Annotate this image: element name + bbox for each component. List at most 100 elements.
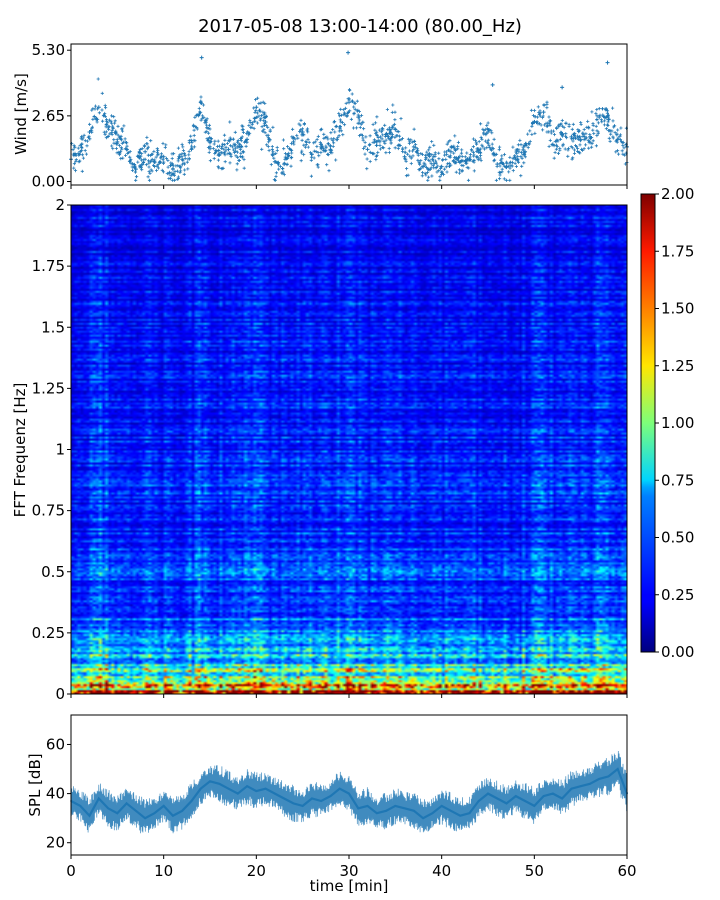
spectrogram-y-ticks: 0 0.25 0.5 0.75 1 1.25 1.5 1.75 2 [32,196,71,703]
colorbar-tick-label: 0.00 [661,643,694,661]
colorbar: 0.00 0.25 0.50 0.75 1.00 1.25 1.50 1.75 2.00 [640,185,694,661]
x-tick-label: 50 [525,862,544,880]
spl-data-point [218,782,221,785]
spl-noise-trace [70,750,628,834]
spl-data-point [162,805,165,807]
colorbar-tick-label: 1.00 [661,414,694,432]
spl-data-point [413,809,415,812]
x-tick-label: 0 [66,862,76,880]
spl-data-point [88,814,91,817]
spl-data-point [422,817,424,819]
colorbar-ticks: 0.00 0.25 0.50 0.75 1.00 1.25 1.50 1.75 2.00 [655,185,694,661]
spectrogram-y-tick-label: 0.5 [41,563,65,581]
spl-data-point [107,807,109,810]
spl-data-point [477,800,480,802]
spectrogram-x-ticks [70,694,628,698]
spectrogram-y-tick-label: 1.75 [32,257,65,275]
spl-data-point [311,797,313,800]
spl-data-point [607,775,610,778]
x-tick-label: 10 [154,862,173,880]
spl-data-point [153,812,156,815]
spl-data-point [403,807,406,810]
spl-data-point [468,812,471,815]
wind-y-axis-label: Wind [m/s] [12,73,30,155]
wind-data-point [291,139,296,144]
spl-data-point [135,809,137,812]
spectrogram-y-tick-label: 0.25 [32,624,65,642]
spl-data-point [440,805,443,807]
spl-data-point [237,792,239,795]
spl-data-point [274,792,276,795]
spectrogram-y-axis-label: FFT Frequenz [Hz] [11,383,29,518]
spl-data-point [227,787,230,790]
spl-data-point [79,805,82,807]
wind-y-tick-label: 2.65 [32,107,65,125]
spl-data-point [450,809,452,812]
spl-data-point [487,792,489,795]
spl-data-point [579,785,582,788]
wind-peak-point [605,60,610,65]
colorbar-tick-label: 0.75 [661,471,694,489]
spl-x-ticks: 0 10 20 30 40 50 60 [66,855,637,880]
colorbar-tick-label: 1.75 [661,242,694,260]
spl-data-point [125,802,128,805]
spectrogram-y-tick-label: 0 [55,685,65,703]
wind-data-point [254,105,259,110]
wind-data-point [486,129,490,134]
spl-data-point [190,800,193,802]
wind-data-point [263,120,268,125]
spl-data-point [376,812,378,815]
wind-peak-point [199,55,204,60]
spl-data-point [515,795,517,797]
colorbar-tick-label: 0.50 [661,529,694,547]
wind-data-point [226,147,231,152]
spl-y-tick-label: 40 [46,785,65,803]
spl-data-point [181,809,183,812]
spl-data-point [246,785,248,788]
spl-data-point [348,792,350,795]
wind-data-point [523,149,528,154]
wind-data-point [541,110,546,115]
colorbar-gradient [640,193,656,653]
x-tick-label: 20 [247,862,266,880]
spl-data-point [561,797,563,800]
spl-data-point [144,817,146,819]
spl-y-ticks: 20 40 60 [46,735,71,852]
spl-data-point [264,787,267,790]
spl-data-point [209,780,211,783]
x-tick-label: 60 [617,862,636,880]
wind-x-ticks [70,185,628,189]
wind-peak-point [560,85,565,90]
spl-data-point [431,812,434,815]
wind-data-point [430,157,435,162]
spl-data-point [616,768,619,770]
spl-data-point [570,787,573,790]
wind-peak-point [346,50,351,55]
spl-data-point [301,805,304,807]
spl-data-point [589,782,591,785]
wind-data-point [143,149,148,154]
spl-data-point [329,795,332,797]
spl-data-point [524,800,526,802]
spl-data-point [552,792,554,795]
spl-data-point [385,809,387,812]
colorbar-tick-label: 1.50 [661,300,694,318]
wind-data-point [597,115,602,120]
figure-title: 2017-05-08 13:00-14:00 (80.00_Hz) [198,16,522,37]
spl-data-point [496,797,499,800]
spl-data-point [598,778,600,780]
wind-data-point [448,149,453,154]
spectrogram-y-tick-label: 1.5 [41,318,65,336]
colorbar-tick-label: 1.25 [661,357,694,375]
spl-data-point [98,797,100,800]
spl-data-point [394,805,397,807]
spl-data-point [283,797,285,800]
spl-data-point [505,802,508,805]
wind-y-tick-label: 5.30 [32,41,65,59]
x-tick-label: 40 [432,862,451,880]
x-axis-label: time [min] [310,877,389,895]
spl-data-point [542,795,545,797]
colorbar-tick-label: 0.25 [661,586,694,604]
spl-line-series [70,750,629,834]
wind-y-ticks: 0.00 2.65 5.30 [32,41,71,191]
